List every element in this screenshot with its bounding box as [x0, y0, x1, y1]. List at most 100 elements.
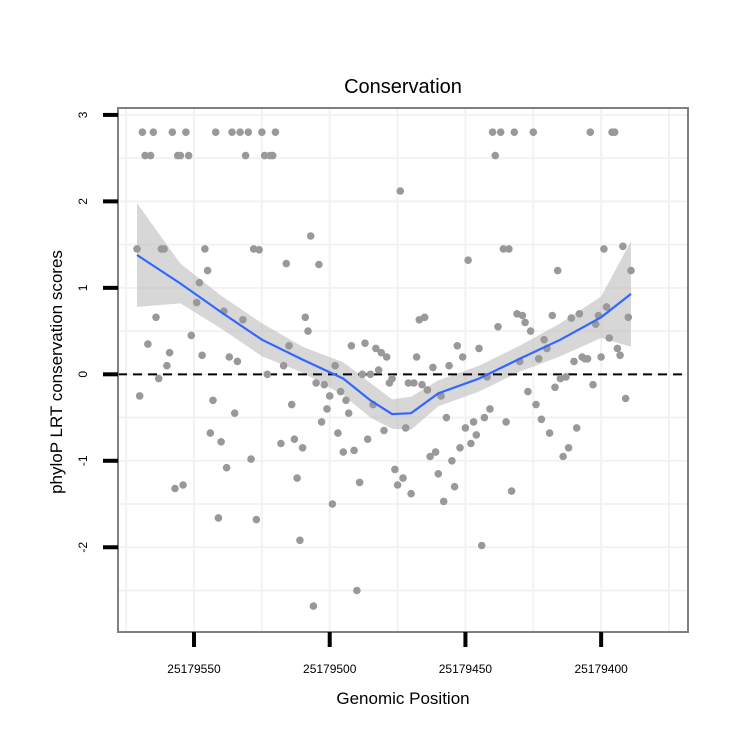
data-point — [410, 379, 418, 387]
data-point — [149, 128, 158, 136]
data-point — [285, 342, 293, 350]
data-point — [491, 151, 500, 160]
data-point — [320, 380, 329, 389]
data-point — [456, 444, 464, 452]
data-point — [583, 355, 592, 363]
data-point — [290, 435, 299, 444]
data-point — [374, 366, 383, 374]
data-point — [358, 370, 367, 379]
data-point — [589, 380, 597, 389]
data-point — [521, 318, 529, 327]
data-point — [480, 413, 489, 422]
data-point — [372, 344, 380, 353]
y-tick-label: 1 — [76, 284, 90, 291]
data-point — [488, 128, 497, 136]
data-point — [211, 128, 220, 136]
data-point — [597, 353, 605, 361]
confidence-ribbon — [137, 203, 631, 430]
data-point — [496, 128, 505, 136]
y-axis-title: phyloP LRT conservation scores — [47, 250, 66, 494]
data-point — [323, 405, 331, 413]
x-axis-title: Genomic Position — [336, 689, 469, 708]
data-point — [499, 245, 508, 253]
data-point — [228, 128, 236, 136]
data-point — [230, 409, 239, 418]
data-point — [453, 342, 462, 350]
data-point — [537, 415, 546, 424]
data-point — [399, 474, 407, 482]
data-point — [146, 151, 155, 160]
data-point — [160, 245, 168, 253]
data-point — [315, 260, 323, 269]
data-point — [144, 340, 152, 348]
data-point — [339, 448, 348, 456]
data-point — [203, 266, 212, 275]
data-point — [165, 348, 174, 357]
data-point — [377, 348, 386, 357]
data-point — [252, 515, 261, 524]
data-point — [222, 463, 231, 472]
data-point — [423, 386, 432, 394]
data-point — [201, 245, 209, 253]
data-point — [317, 418, 326, 426]
data-point — [225, 353, 234, 361]
data-point — [138, 128, 147, 136]
data-point — [268, 151, 277, 160]
data-point — [344, 409, 353, 418]
data-point — [206, 429, 215, 437]
data-point — [176, 151, 185, 160]
data-point — [366, 370, 375, 379]
y-tick-label: 3 — [76, 111, 90, 118]
data-point — [336, 387, 345, 396]
data-point — [540, 335, 548, 344]
data-point — [393, 481, 402, 489]
data-point — [564, 444, 573, 452]
data-point — [301, 313, 310, 322]
data-point — [209, 396, 217, 405]
data-point — [553, 266, 562, 275]
data-point — [255, 246, 263, 254]
data-point — [350, 446, 358, 455]
data-point — [605, 334, 614, 342]
data-point — [616, 351, 624, 360]
data-point — [534, 355, 543, 363]
data-point — [529, 128, 538, 136]
data-point — [168, 128, 177, 136]
y-tick-label: -2 — [76, 542, 90, 553]
data-point — [182, 128, 190, 136]
data-point — [412, 353, 421, 361]
data-point — [244, 128, 253, 136]
data-point — [458, 353, 467, 361]
data-point — [298, 444, 307, 452]
data-point — [279, 361, 288, 370]
data-point — [461, 424, 470, 432]
data-point — [442, 413, 451, 422]
data-point — [347, 342, 356, 350]
data-point — [526, 327, 535, 335]
data-point — [184, 151, 193, 160]
y-tick-label: 2 — [76, 198, 90, 205]
confidence-band — [137, 203, 631, 430]
data-point — [627, 266, 635, 275]
data-point — [342, 396, 350, 405]
data-point — [214, 514, 223, 522]
data-point — [602, 303, 611, 311]
data-point — [486, 405, 494, 413]
data-point — [426, 452, 434, 461]
data-point — [391, 465, 399, 474]
data-point — [613, 344, 622, 353]
data-point — [420, 313, 429, 322]
data-point — [401, 424, 410, 432]
data-point — [154, 374, 163, 383]
data-point — [141, 151, 149, 160]
data-point — [306, 232, 315, 240]
data-point — [282, 259, 291, 268]
data-point — [304, 327, 312, 335]
data-point — [195, 278, 204, 287]
data-point — [570, 357, 578, 366]
data-point — [619, 242, 627, 251]
data-point — [545, 429, 554, 437]
data-point — [388, 374, 396, 383]
data-point — [621, 394, 630, 403]
